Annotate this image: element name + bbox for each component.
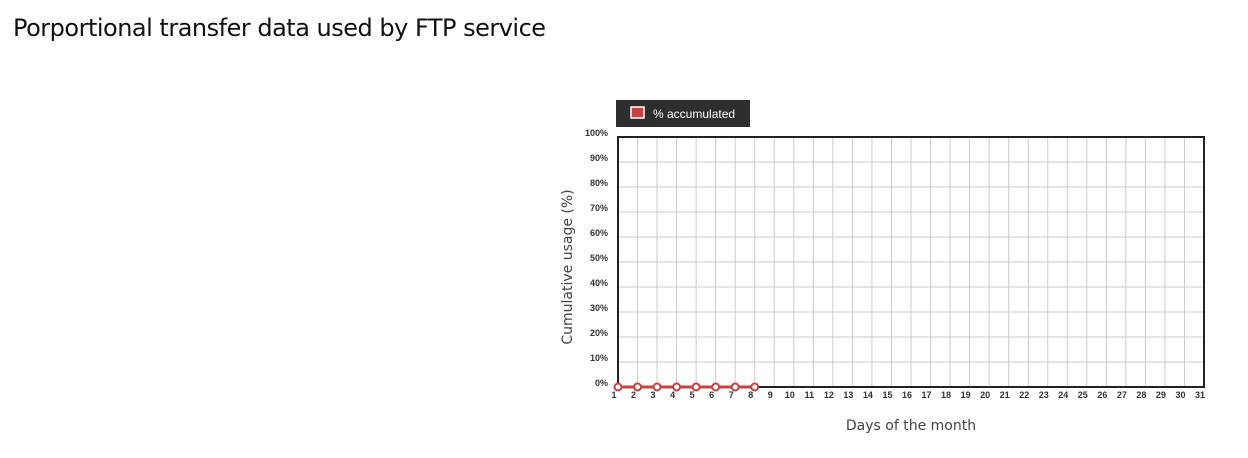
x-tick-label: 27 xyxy=(1117,390,1127,400)
x-tick-label: 31 xyxy=(1195,390,1205,400)
x-tick-label: 3 xyxy=(651,390,656,400)
x-tick-label: 14 xyxy=(863,390,873,400)
y-axis-label: Cumulative usage (%) xyxy=(560,189,576,344)
data-point xyxy=(613,382,623,392)
y-tick-label: 20% xyxy=(590,328,608,338)
x-tick-label: 30 xyxy=(1175,390,1185,400)
x-tick-label: 16 xyxy=(902,390,912,400)
data-point xyxy=(633,382,643,392)
data-point xyxy=(711,382,721,392)
y-tick-label: 40% xyxy=(590,278,608,288)
x-tick-label: 23 xyxy=(1039,390,1049,400)
x-tick-label: 9 xyxy=(768,390,773,400)
y-tick-label: 30% xyxy=(590,303,608,313)
x-tick-label: 10 xyxy=(785,390,795,400)
y-tick-label: 90% xyxy=(590,153,608,163)
data-point xyxy=(652,382,662,392)
plot-frame xyxy=(617,136,1205,388)
data-point xyxy=(691,382,701,392)
legend-label: % accumulated xyxy=(653,107,735,121)
x-tick-label: 20 xyxy=(980,390,990,400)
y-tick-label: 70% xyxy=(590,203,608,213)
x-tick-label: 24 xyxy=(1058,390,1068,400)
data-point xyxy=(672,382,682,392)
x-tick-label: 1 xyxy=(611,390,616,400)
x-tick-label: 11 xyxy=(805,390,815,400)
x-tick-label: 13 xyxy=(843,390,853,400)
x-tick-label: 19 xyxy=(961,390,971,400)
page-title: Porportional transfer data used by FTP s… xyxy=(13,14,546,42)
x-tick-label: 17 xyxy=(922,390,932,400)
x-tick-label: 8 xyxy=(748,390,753,400)
x-tick-label: 4 xyxy=(670,390,675,400)
x-tick-label: 15 xyxy=(882,390,892,400)
data-point xyxy=(730,382,740,392)
x-tick-label: 18 xyxy=(941,390,951,400)
y-tick-label: 100% xyxy=(585,128,608,138)
x-tick-label: 29 xyxy=(1156,390,1166,400)
x-tick-label: 21 xyxy=(1000,390,1010,400)
x-tick-label: 6 xyxy=(709,390,714,400)
x-tick-label: 5 xyxy=(690,390,695,400)
y-tick-label: 50% xyxy=(590,253,608,263)
y-tick-label: 60% xyxy=(590,228,608,238)
x-tick-label: 7 xyxy=(729,390,734,400)
x-tick-label: 25 xyxy=(1078,390,1088,400)
y-tick-label: 0% xyxy=(595,378,608,388)
legend-swatch xyxy=(630,106,645,119)
x-tick-label: 2 xyxy=(631,390,636,400)
x-tick-label: 26 xyxy=(1097,390,1107,400)
y-tick-label: 80% xyxy=(590,178,608,188)
x-tick-label: 22 xyxy=(1019,390,1029,400)
x-tick-label: 28 xyxy=(1136,390,1146,400)
data-point xyxy=(750,382,760,392)
x-axis-label: Days of the month xyxy=(846,418,976,434)
y-tick-label: 10% xyxy=(590,353,608,363)
x-tick-label: 12 xyxy=(824,390,834,400)
